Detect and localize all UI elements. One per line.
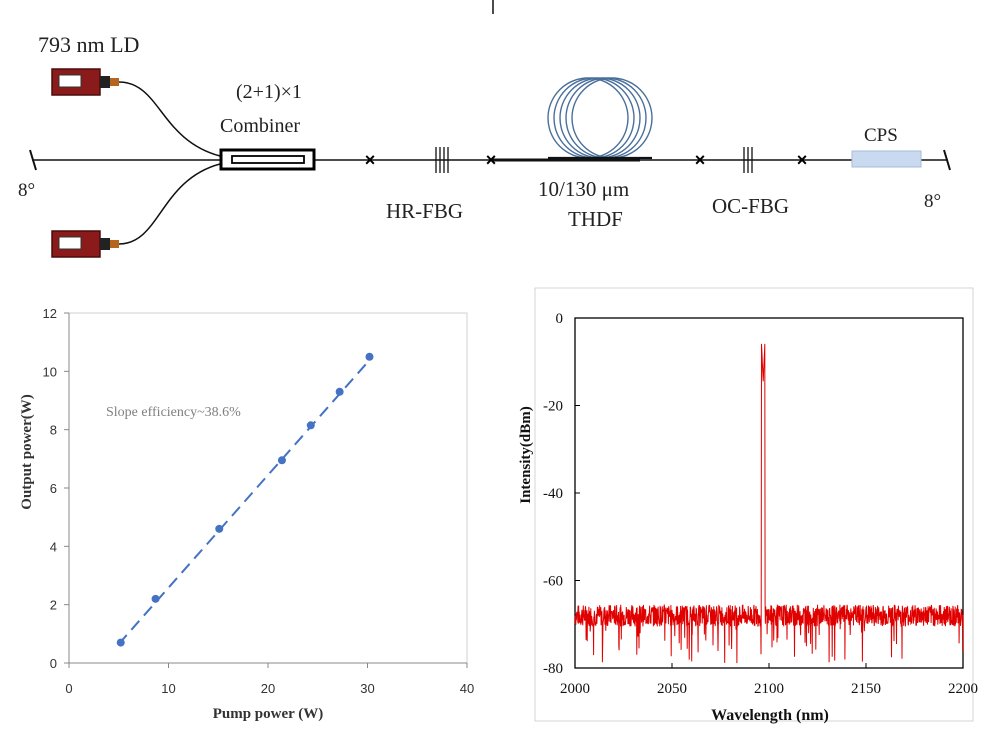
- spectrum-chart: 2000 2050 2100 2150 2200 0 -20 -40 -60 -80 Wavel…: [518, 287, 978, 724]
- svg-text:×: ×: [486, 150, 497, 170]
- y-tick-label: 2: [50, 598, 57, 613]
- svg-text:×: ×: [695, 150, 706, 170]
- x-tick-label: 2200: [948, 681, 978, 697]
- splice-mark-1: ×: [365, 150, 376, 170]
- y-tick-label: 10: [43, 364, 57, 379]
- thdf-fiber-coil: [547, 77, 653, 159]
- oc-fbg-label: OC-FBG: [712, 194, 789, 218]
- y-tick-label: -80: [543, 661, 563, 677]
- data-point: [215, 524, 224, 533]
- slope-efficiency-annotation: Slope efficiency~38.6%: [106, 405, 241, 420]
- data-point: [365, 352, 374, 361]
- pump-ld-top: [51, 68, 119, 96]
- y-tick-label: 6: [50, 481, 57, 496]
- y-tick-label: 0: [50, 656, 57, 671]
- fit-line: [118, 356, 374, 645]
- y-tick-label: -20: [543, 399, 563, 415]
- combiner-box: [219, 148, 316, 171]
- pump-fiber-top: [118, 81, 221, 157]
- x-axis-title: Wavelength (nm): [711, 707, 829, 724]
- data-point: [277, 456, 286, 465]
- splice-mark-4: ×: [797, 150, 808, 170]
- combiner-label-line2: Combiner: [220, 115, 300, 137]
- plot-area-frame: [68, 312, 468, 664]
- y-tick-label: 0: [556, 311, 564, 327]
- x-axis-title: Pump power (W): [213, 706, 324, 722]
- svg-text:×: ×: [797, 150, 808, 170]
- splice-mark-3: ×: [695, 150, 706, 170]
- angle-right-label: 8°: [924, 191, 941, 212]
- right-angled-end: [943, 149, 951, 171]
- splice-mark-2: ×: [486, 150, 497, 170]
- output-power-chart: 0 10 20 30 40 0 2 4 6 8 10 12 Slope efficiency~38.…: [19, 306, 474, 722]
- ld-label: 793 nm LD: [38, 32, 139, 57]
- pump-fiber-bottom: [118, 163, 221, 245]
- hr-fbg-label: HR-FBG: [386, 199, 463, 223]
- cps-label: CPS: [864, 125, 898, 146]
- x-tick-label: 10: [161, 681, 175, 696]
- svg-text:×: ×: [365, 150, 376, 170]
- data-point: [151, 594, 160, 603]
- x-tick-label: 2000: [560, 681, 590, 697]
- x-tick-label: 20: [261, 681, 275, 696]
- y-axis-title: Output power(W): [19, 394, 35, 509]
- pump-ld-bottom: [51, 230, 119, 258]
- hr-fbg-grating: [435, 147, 449, 173]
- cps-block: [851, 150, 922, 168]
- x-tick-label: 2050: [657, 681, 687, 697]
- left-angled-end: [29, 149, 37, 171]
- y-tick-label: -60: [543, 574, 563, 590]
- spectrum-trace: [574, 343, 964, 664]
- x-tick-label: 2150: [851, 681, 881, 697]
- y-tick-label: 12: [43, 306, 57, 321]
- fiber-label-line2: THDF: [568, 207, 623, 231]
- fiber-label-line1: 10/130 μm: [538, 177, 629, 201]
- data-point: [116, 638, 125, 647]
- y-axis-title: Intensity(dBm): [518, 406, 534, 504]
- angle-left-label: 8°: [18, 180, 35, 201]
- combiner-label-line1: (2+1)×1: [236, 81, 302, 103]
- data-point: [335, 387, 344, 396]
- y-tick-label: 8: [50, 423, 57, 438]
- data-point: [306, 421, 315, 430]
- x-tick-label: 30: [360, 681, 374, 696]
- x-tick-label: 2100: [754, 681, 784, 697]
- setup-schematic: × × × × 793 nm LD (2+1)×1 Combiner HR-FB: [18, 0, 951, 258]
- x-tick-label: 0: [65, 681, 72, 696]
- outer-frame: [534, 287, 974, 722]
- oc-fbg-grating: [743, 147, 753, 173]
- y-tick-label: 4: [50, 539, 57, 554]
- y-tick-label: -40: [543, 486, 563, 502]
- x-tick-label: 40: [460, 681, 474, 696]
